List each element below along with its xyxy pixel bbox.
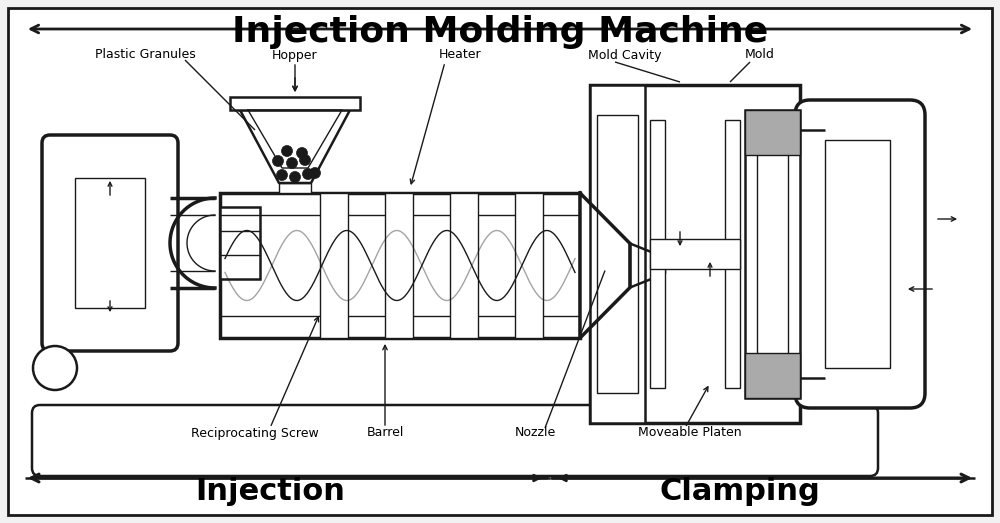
Bar <box>745 353 800 398</box>
Bar <box>220 193 580 338</box>
Text: Hopper: Hopper <box>272 49 318 62</box>
Circle shape <box>302 168 314 179</box>
Bar <box>745 110 800 155</box>
Bar <box>515 193 543 338</box>
Text: Barrel: Barrel <box>366 426 404 439</box>
Polygon shape <box>240 110 350 183</box>
Bar <box>745 110 800 398</box>
Polygon shape <box>630 244 665 288</box>
Polygon shape <box>580 193 630 338</box>
Bar <box>757 130 788 378</box>
Text: Reciprocating Screw: Reciprocating Screw <box>191 426 319 439</box>
Bar <box>75 178 145 308</box>
Bar <box>590 85 645 423</box>
FancyBboxPatch shape <box>32 405 878 476</box>
Text: Plastic Granules: Plastic Granules <box>95 49 195 62</box>
Text: Injection Molding Machine: Injection Molding Machine <box>232 15 768 49</box>
Text: Nozzle: Nozzle <box>514 426 556 439</box>
Bar <box>450 193 478 338</box>
Circle shape <box>272 155 284 166</box>
Circle shape <box>33 346 77 390</box>
Bar <box>597 115 638 393</box>
Circle shape <box>300 154 310 165</box>
Bar <box>825 140 890 368</box>
Bar <box>650 239 740 269</box>
FancyBboxPatch shape <box>42 135 178 351</box>
Text: Mold: Mold <box>745 49 775 62</box>
Text: Mold Cavity: Mold Cavity <box>588 49 662 62</box>
Circle shape <box>290 172 300 183</box>
Bar <box>230 97 360 110</box>
Text: Heater: Heater <box>439 49 481 62</box>
Bar <box>279 183 311 193</box>
Circle shape <box>310 167 320 178</box>
FancyBboxPatch shape <box>795 100 925 408</box>
Circle shape <box>296 147 308 158</box>
Bar <box>320 193 348 338</box>
Bar <box>385 193 413 338</box>
Text: Clamping: Clamping <box>660 476 820 506</box>
Text: Injection: Injection <box>195 476 345 506</box>
Bar <box>220 207 260 279</box>
Bar <box>650 120 665 388</box>
Bar <box>725 120 740 388</box>
Bar <box>590 85 800 423</box>
Circle shape <box>276 169 288 180</box>
Text: Moveable Platen: Moveable Platen <box>638 426 742 439</box>
Circle shape <box>282 145 292 156</box>
Circle shape <box>287 157 298 168</box>
